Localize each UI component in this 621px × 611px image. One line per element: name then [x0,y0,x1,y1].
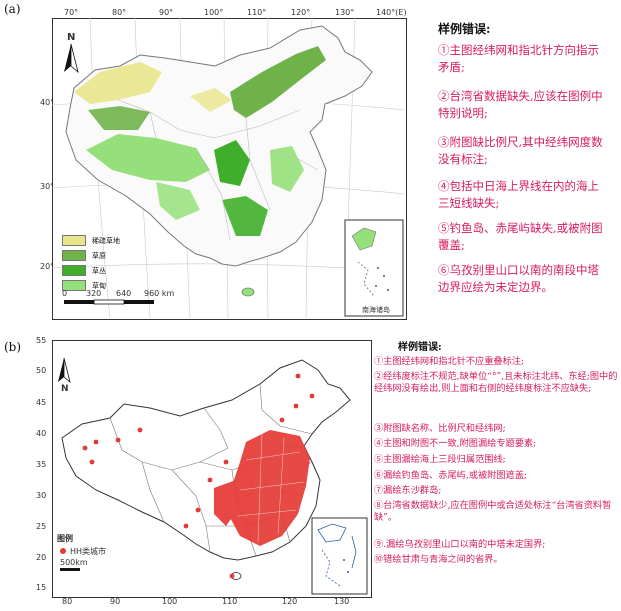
legend-item: 草甸 [62,280,106,291]
legend-title: 图例 [57,534,73,543]
south-china-sea-inset [311,517,368,595]
legend-item-label: HH类城市 [70,547,107,556]
meadow-area [156,182,200,220]
inset-label: 南海诸岛 [362,306,390,314]
lat-tick: 30° [40,182,55,191]
panel-a-label: (a) [4,2,21,16]
lon-tick: 140°(E) [376,8,407,17]
legend-swatch [62,265,86,276]
legend-item: 草丛 [62,265,106,276]
sparse-grassland-area [190,88,232,112]
map-b [58,357,368,595]
south-china-sea-inset [344,219,404,317]
legend-item: 草原 [62,250,106,261]
scale-label: 500km [60,558,88,567]
error-note: ⑦漏绘东沙群岛; [374,485,442,496]
lon-tick: 90° [159,8,174,17]
error-note: ③附图缺比例尺,其中经纬网度数没有标注; [438,135,603,166]
legend-item: 稀疏草地 [62,235,120,246]
error-note: ⑨.漏绘乌孜别里山口以南的中塔未定国界; [374,539,546,550]
scale-tick: 960 km [144,289,175,298]
north-label: N [61,384,69,394]
sparse-grassland-area [74,62,162,104]
lat-tick: 40° [40,98,55,107]
lon-tick: 80 [62,597,73,606]
steppe-area [230,46,326,118]
error-note: ⑤主图漏绘海上三段归属范围线; [374,454,506,465]
error-note: ②台湾省数据缺失,应该在图例中特别说明; [438,89,603,120]
scale-tick: 0 [62,289,68,298]
lat-tick: 20° [40,262,55,271]
lat-tick: 45 [36,398,47,407]
scale-tick: 640 [116,289,132,298]
error-note: ⑤钓鱼岛、赤尾屿缺失,或被附图覆盖; [438,221,603,252]
panel-b-label: (b) [4,340,22,354]
error-note: ④包括中日海上界线在内的海上三短线缺失; [438,179,599,210]
north-label: N [67,32,76,43]
error-note: ②经纬度标注不规范,缺单位“°”,且未标注北纬、东经;图中的经纬网没有绘出,则上… [374,371,618,395]
hainan-island [241,287,255,297]
panel-b-heading: 样例错误: [398,342,442,353]
meadow-area [86,134,210,182]
lat-tick: 50 [36,366,47,375]
error-note: ⑩错绘甘肃与青海之间的省界。 [374,554,503,565]
lon-tick: 110 [222,597,238,606]
lon-tick: 110° [247,8,267,17]
error-note: ①主图经纬网和指北针不应重叠标注; [374,356,525,367]
lon-tick: 100° [204,8,224,17]
scale-tick: 320 [86,289,102,298]
scale-bar [64,299,154,305]
meadow-area [270,146,304,192]
panel-b: (b) 55 50 45 40 35 30 25 20 15 80 90 100… [0,330,621,611]
panel-a-heading: 样例错误: [438,22,491,36]
lat-tick: 35 [36,460,47,469]
error-note: ⑥乌孜别里山口以南的南段中塔边界应绘为未定边界。 [438,263,599,294]
steppe-area [88,106,150,130]
error-note: ④主图和附图不一致,附图漏绘专题要素; [374,438,537,449]
error-note: ③附图缺名称、比例尺和经纬网; [374,423,506,434]
legend-label: 草原 [92,251,106,260]
lon-tick: 120 [282,597,298,606]
map-a [51,17,406,319]
legend-swatch [62,280,86,291]
legend-swatch [62,235,86,246]
scale-bar-b [60,568,80,571]
north-arrow-icon [64,43,79,74]
legend-label: 草甸 [92,281,106,290]
error-note: ⑥漏绘钓鱼岛、赤尾屿,或被附图遮盖; [374,470,528,481]
lon-tick: 90 [110,597,121,606]
lat-tick: 20 [36,553,47,562]
grass-scrub-area [214,140,250,186]
legend-label: 草丛 [92,266,106,275]
lat-tick: 40 [36,429,47,438]
lon-tick: 80° [112,8,127,17]
error-note: ⑧台湾省数据缺少,应在图例中或合适处标注“台湾省资料暂缺”。 [374,500,612,524]
north-arrow-icon [58,357,71,384]
lon-tick: 70° [64,8,79,17]
lon-tick: 130 [334,597,350,606]
panel-a: (a) 70° 80° 90° 100° 110° 120° 130° 140°… [4,2,603,320]
lon-tick: 120° [291,8,311,17]
hh-city-cluster [214,430,310,546]
legend-label: 稀疏草地 [92,236,120,245]
hh-city-points [82,373,315,579]
legend-swatch [62,250,86,261]
error-note: ①主图经纬网和指北针方向指示矛盾; [438,43,599,74]
lon-tick: 130° [335,8,355,17]
lat-tick: 15 [36,583,47,592]
lat-tick: 55 [36,336,47,345]
grass-scrub-area [222,196,268,236]
lat-tick: 25 [36,522,47,531]
lon-tick: 100 [162,597,178,606]
legend-point-icon [60,548,66,554]
lat-tick: 30 [36,491,47,500]
